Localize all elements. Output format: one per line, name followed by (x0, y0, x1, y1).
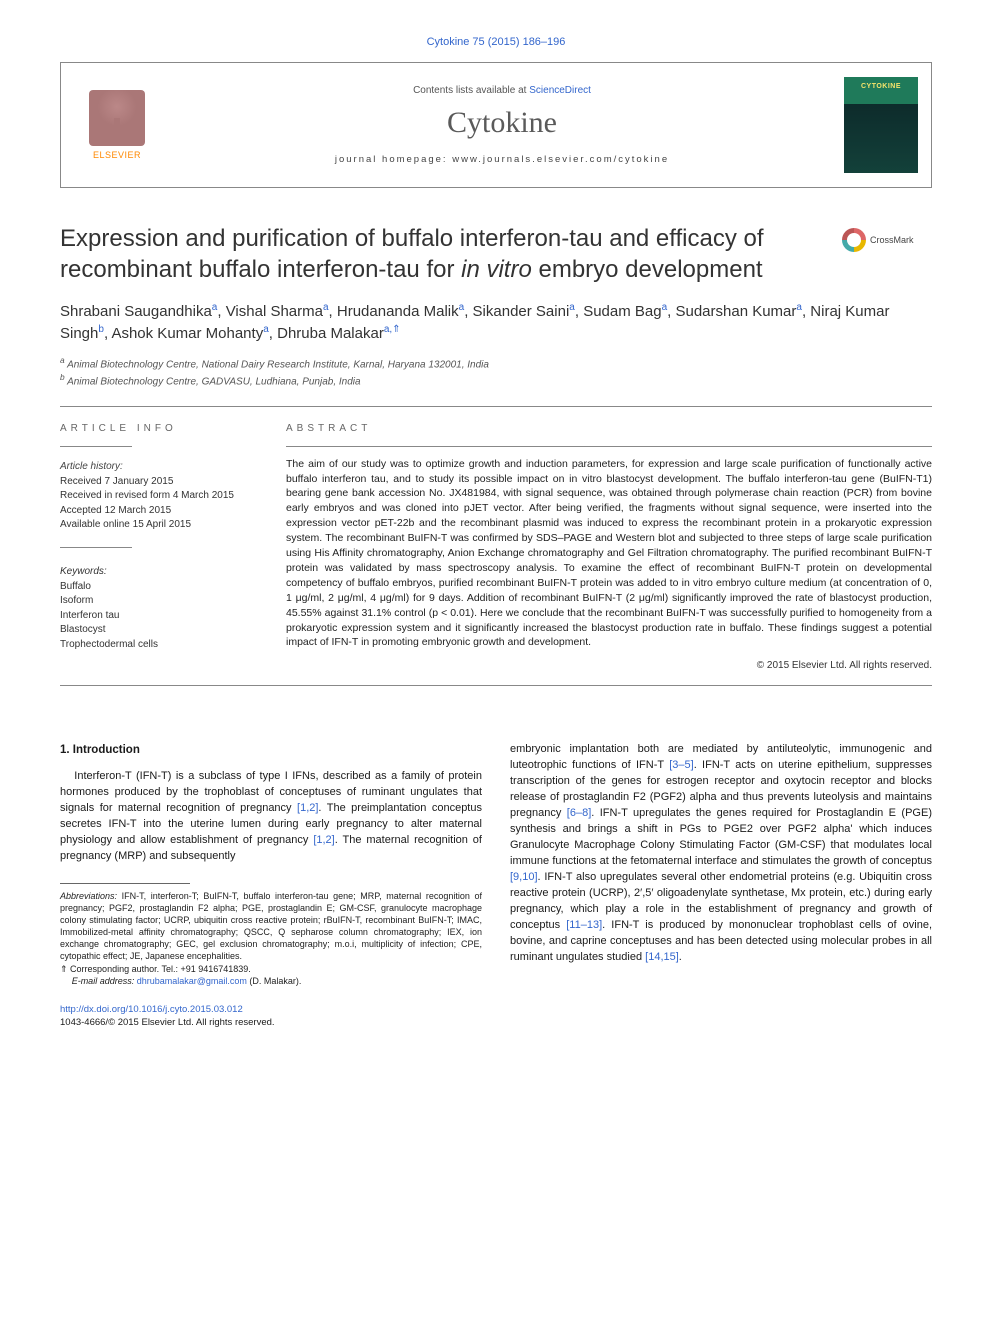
article-title: Expression and purification of buffalo i… (60, 224, 824, 285)
author: Sikander Saini (473, 303, 570, 320)
header-center: Contents lists available at ScienceDirec… (173, 63, 831, 187)
affil-sup[interactable]: a (796, 302, 802, 313)
title-line2-pre: recombinant buffalo interferon-tau for (60, 256, 461, 283)
doi-link[interactable]: http://dx.doi.org/10.1016/j.cyto.2015.03… (60, 1003, 932, 1016)
crossmark-badge[interactable]: CrossMark (842, 228, 932, 252)
abstract-divider (286, 446, 932, 447)
affil-sup[interactable]: a (459, 302, 465, 313)
abstract-copyright: © 2015 Elsevier Ltd. All rights reserved… (286, 660, 932, 671)
body-column-right: embryonic implantation both are mediated… (510, 742, 932, 986)
history-revised: Received in revised form 4 March 2015 (60, 489, 258, 504)
affil-sup[interactable]: b (98, 324, 104, 335)
corr-text: Corresponding author. Tel.: +91 94167418… (68, 964, 251, 974)
journal-cover[interactable]: CYTOKINE (844, 77, 918, 173)
article-info-heading: article info (60, 423, 258, 434)
author: Sudam Bag (583, 303, 661, 320)
email-label: E-mail address: (72, 976, 137, 986)
body-columns: 1. Introduction Interferon-T (IFN-T) is … (60, 742, 932, 986)
journal-name: Cytokine (181, 106, 823, 140)
ref-link[interactable]: [14,15] (645, 951, 679, 963)
journal-cover-title: CYTOKINE (844, 83, 918, 90)
affil-sup[interactable]: a (662, 302, 668, 313)
sciencedirect-link[interactable]: ScienceDirect (529, 85, 591, 96)
keyword: Buffalo (60, 580, 258, 595)
keyword: Blastocyst (60, 623, 258, 638)
section-heading: 1. Introduction (60, 742, 482, 759)
body-paragraph: Interferon-T (IFN-T) is a subclass of ty… (60, 769, 482, 865)
affil-label: a (60, 355, 65, 365)
footer: http://dx.doi.org/10.1016/j.cyto.2015.03… (60, 1003, 932, 1030)
corr-symbol: ⇑ (60, 964, 68, 974)
article-info-column: article info Article history: Received 7… (60, 423, 258, 672)
elsevier-tree-icon (89, 90, 145, 146)
abstract-text: The aim of our study was to optimize gro… (286, 457, 932, 651)
body-text: . (679, 951, 682, 963)
history-received: Received 7 January 2015 (60, 475, 258, 490)
affil-sup[interactable]: a (263, 324, 269, 335)
publisher-name: ELSEVIER (93, 150, 141, 160)
abbreviations-note: Abbreviations: IFN-T, interferon-T; BuIF… (60, 890, 482, 963)
abstract-heading: abstract (286, 423, 932, 434)
email-suffix: (D. Malakar). (247, 976, 302, 986)
contents-prefix: Contents lists available at (413, 85, 529, 96)
affil-sup[interactable]: a (569, 302, 575, 313)
footnote-divider (60, 883, 190, 884)
affil-label: b (60, 372, 65, 382)
author: Vishal Sharma (226, 303, 323, 320)
history-accepted: Accepted 12 March 2015 (60, 504, 258, 519)
title-italic: in vitro (461, 256, 532, 283)
keyword: Isoform (60, 594, 258, 609)
contents-line: Contents lists available at ScienceDirec… (181, 85, 823, 96)
keyword: Trophectodermal cells (60, 638, 258, 653)
author: Sudarshan Kumar (675, 303, 796, 320)
homepage-url[interactable]: www.journals.elsevier.com/cytokine (452, 154, 669, 165)
ref-link[interactable]: [9,10] (510, 871, 538, 883)
author: Hrudananda Malik (337, 303, 459, 320)
affiliations: a Animal Biotechnology Centre, National … (60, 355, 932, 390)
body-column-left: 1. Introduction Interferon-T (IFN-T) is … (60, 742, 482, 986)
abstract-column: abstract The aim of our study was to opt… (286, 423, 932, 672)
elsevier-logo[interactable]: ELSEVIER (89, 90, 145, 160)
title-line1: Expression and purification of buffalo i… (60, 225, 764, 252)
journal-homepage: journal homepage: www.journals.elsevier.… (181, 154, 823, 165)
crossmark-label: CrossMark (870, 235, 914, 245)
history-title: Article history: (60, 461, 258, 472)
affiliation-a: Animal Biotechnology Centre, National Da… (67, 359, 489, 370)
issn-copyright: 1043-4666/© 2015 Elsevier Ltd. All right… (60, 1016, 932, 1029)
keywords-title: Keywords: (60, 566, 258, 577)
ref-link[interactable]: [6–8] (567, 807, 591, 819)
header-box: ELSEVIER Contents lists available at Sci… (60, 62, 932, 188)
abbrev-label: Abbreviations: (60, 891, 117, 901)
affil-sup[interactable]: a (212, 302, 218, 313)
history-online: Available online 15 April 2015 (60, 518, 258, 533)
authors-list: Shrabani Saugandhikaa, Vishal Sharmaa, H… (60, 301, 932, 345)
publisher-logo-cell: ELSEVIER (61, 63, 173, 187)
footnotes: Abbreviations: IFN-T, interferon-T; BuIF… (60, 890, 482, 987)
keyword: Interferon tau (60, 609, 258, 624)
header-citation[interactable]: Cytokine 75 (2015) 186–196 (60, 36, 932, 48)
ref-link[interactable]: [3–5] (669, 759, 693, 771)
title-line2-post: embryo development (532, 256, 763, 283)
affiliation-b: Animal Biotechnology Centre, GADVASU, Lu… (67, 377, 361, 388)
author: Shrabani Saugandhika (60, 303, 212, 320)
ref-link[interactable]: [1,2] (313, 834, 334, 846)
abbrev-text: IFN-T, interferon-T; BuIFN-T, buffalo in… (60, 891, 482, 962)
crossmark-icon (842, 228, 866, 252)
body-paragraph: embryonic implantation both are mediated… (510, 742, 932, 965)
info-divider (60, 446, 132, 447)
journal-cover-cell: CYTOKINE (831, 63, 931, 187)
affil-sup[interactable]: a (323, 302, 329, 313)
corresponding-note: ⇑ Corresponding author. Tel.: +91 941674… (60, 963, 482, 975)
homepage-prefix: journal homepage: (335, 154, 452, 165)
affil-sup[interactable]: a,⇑ (384, 324, 401, 335)
ref-link[interactable]: [11–13] (566, 919, 602, 931)
author: Ashok Kumar Mohanty (111, 325, 263, 342)
divider (60, 685, 932, 686)
email-note: E-mail address: dhrubamalakar@gmail.com … (60, 975, 482, 987)
ref-link[interactable]: [1,2] (297, 802, 318, 814)
divider (60, 406, 932, 407)
info-divider (60, 547, 132, 548)
email-link[interactable]: dhrubamalakar@gmail.com (137, 976, 247, 986)
author: Dhruba Malakar (277, 325, 384, 342)
